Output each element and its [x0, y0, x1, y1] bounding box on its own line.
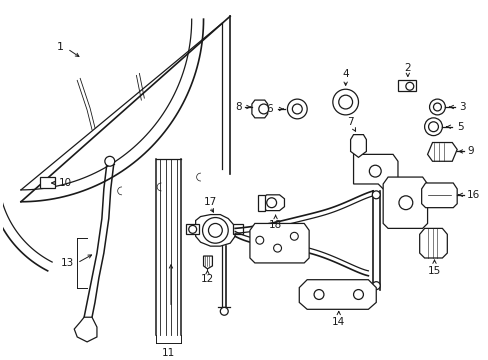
Circle shape	[405, 82, 413, 90]
Circle shape	[188, 225, 196, 233]
Text: 16: 16	[466, 190, 479, 200]
Text: 14: 14	[331, 317, 345, 327]
Polygon shape	[383, 177, 427, 228]
Circle shape	[290, 232, 298, 240]
Polygon shape	[203, 256, 212, 269]
Circle shape	[313, 289, 323, 300]
Polygon shape	[427, 143, 456, 161]
Text: 10: 10	[59, 178, 72, 188]
Polygon shape	[261, 195, 284, 211]
Circle shape	[368, 165, 381, 177]
Polygon shape	[251, 100, 267, 118]
Bar	[233, 224, 243, 234]
Text: 13: 13	[61, 258, 74, 268]
Circle shape	[427, 122, 438, 132]
Circle shape	[273, 244, 281, 252]
Text: 1: 1	[57, 42, 64, 52]
Polygon shape	[195, 215, 235, 246]
Circle shape	[287, 99, 306, 119]
Text: 7: 7	[346, 117, 353, 127]
Text: 9: 9	[466, 147, 473, 156]
Circle shape	[220, 307, 228, 315]
Circle shape	[428, 99, 445, 115]
Text: 17: 17	[203, 197, 217, 207]
Bar	[397, 80, 415, 91]
Polygon shape	[249, 224, 308, 263]
Circle shape	[208, 224, 222, 237]
Text: 5: 5	[456, 122, 463, 132]
Text: 12: 12	[201, 274, 214, 284]
Circle shape	[332, 89, 358, 115]
Circle shape	[424, 118, 442, 136]
Circle shape	[202, 217, 228, 243]
Bar	[185, 224, 198, 234]
Circle shape	[353, 289, 363, 300]
Text: 8: 8	[235, 102, 242, 112]
Circle shape	[104, 156, 115, 166]
Text: 4: 4	[342, 69, 348, 80]
Polygon shape	[353, 154, 397, 189]
Text: 2: 2	[404, 63, 410, 72]
Polygon shape	[74, 317, 97, 342]
Polygon shape	[299, 280, 375, 309]
Text: 6: 6	[265, 104, 272, 114]
Text: 11: 11	[162, 348, 175, 358]
Circle shape	[371, 282, 380, 289]
Text: 3: 3	[458, 102, 465, 112]
Polygon shape	[419, 228, 447, 258]
Circle shape	[255, 236, 263, 244]
Polygon shape	[257, 195, 264, 211]
Polygon shape	[421, 183, 456, 208]
Bar	[40, 177, 55, 188]
Circle shape	[398, 196, 412, 210]
Circle shape	[292, 104, 302, 114]
Polygon shape	[350, 135, 366, 157]
Circle shape	[266, 198, 276, 208]
Text: 15: 15	[427, 266, 440, 276]
Circle shape	[338, 95, 352, 109]
Text: 18: 18	[268, 220, 282, 230]
Circle shape	[371, 191, 380, 199]
Circle shape	[433, 103, 441, 111]
Circle shape	[258, 104, 268, 114]
